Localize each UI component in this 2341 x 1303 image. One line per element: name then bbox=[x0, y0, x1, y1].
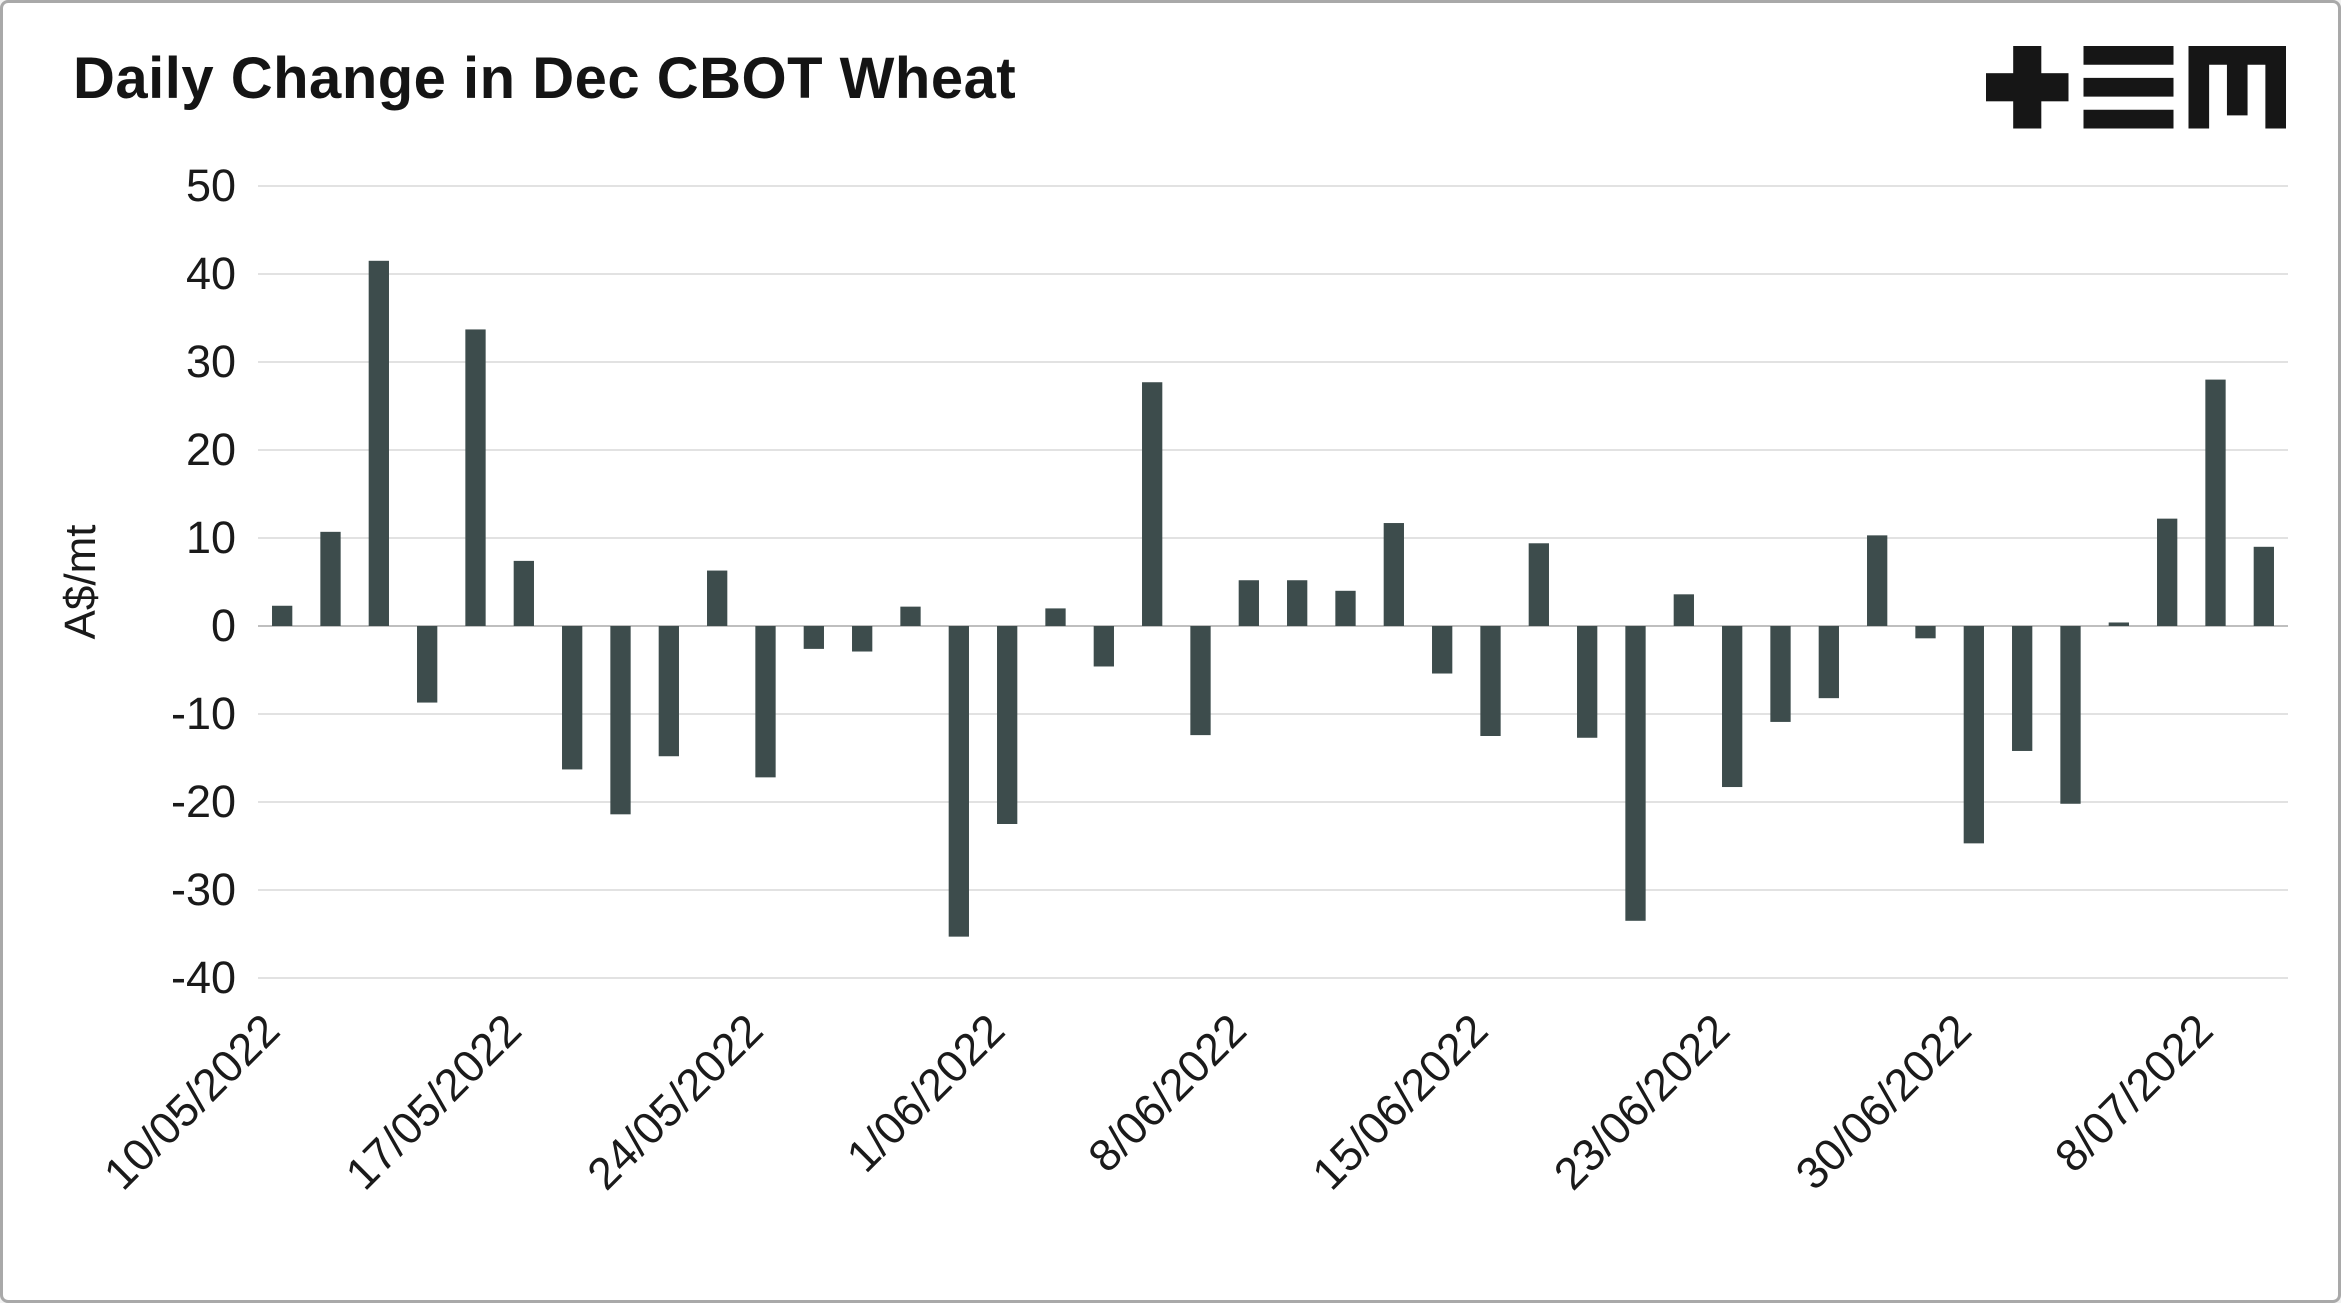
y-tick-label: -10 bbox=[171, 688, 236, 739]
bar bbox=[1383, 523, 1404, 626]
bar bbox=[2253, 546, 2274, 626]
bar bbox=[997, 626, 1018, 824]
bar bbox=[610, 626, 631, 815]
bar bbox=[2060, 626, 2081, 804]
x-tick-label: 17/05/2022 bbox=[336, 1004, 531, 1199]
bar bbox=[1142, 382, 1163, 626]
bar bbox=[1963, 626, 1984, 844]
x-tick-label: 10/05/2022 bbox=[94, 1004, 289, 1199]
bar bbox=[417, 626, 438, 703]
x-tick-label: 8/06/2022 bbox=[1078, 1004, 1256, 1182]
bar bbox=[562, 626, 583, 770]
bar bbox=[465, 329, 486, 626]
bar bbox=[707, 570, 728, 626]
bar bbox=[2157, 518, 2178, 626]
y-tick-label: -20 bbox=[171, 776, 236, 827]
bar bbox=[1287, 580, 1308, 626]
bar bbox=[1818, 626, 1839, 699]
bar bbox=[1093, 626, 1114, 667]
bar bbox=[1722, 626, 1743, 788]
plus-icon bbox=[1986, 46, 2069, 129]
y-tick-label: 20 bbox=[186, 424, 236, 475]
bar bbox=[1045, 608, 1066, 626]
y-tick-label: 50 bbox=[186, 160, 236, 211]
bar bbox=[2012, 626, 2033, 751]
bar bbox=[948, 626, 969, 937]
bar bbox=[2108, 622, 2129, 626]
x-tick-label: 1/06/2022 bbox=[837, 1004, 1015, 1182]
bar bbox=[1528, 543, 1549, 626]
x-tick-label: 30/06/2022 bbox=[1786, 1004, 1981, 1199]
bar bbox=[368, 260, 389, 626]
bar-chart: 50 40 30 20 10 0 -10 -20 -30 -40 A$/mt 10/05/2022 17… bbox=[56, 160, 2288, 1199]
bar bbox=[320, 531, 341, 626]
bar bbox=[1867, 535, 1888, 626]
bar bbox=[1915, 626, 1936, 639]
bar bbox=[852, 626, 873, 652]
bar bbox=[658, 626, 679, 757]
bar bbox=[1190, 626, 1211, 736]
x-tick-label: 23/06/2022 bbox=[1544, 1004, 1739, 1199]
x-tick-label: 15/06/2022 bbox=[1302, 1004, 1497, 1199]
bar bbox=[513, 560, 534, 626]
bar bbox=[1238, 580, 1259, 626]
bar bbox=[755, 626, 776, 778]
triple-bar-icon bbox=[2083, 46, 2174, 129]
y-tick-label: -30 bbox=[171, 864, 236, 915]
bar bbox=[803, 626, 824, 649]
bar bbox=[1432, 626, 1453, 674]
bar bbox=[2205, 379, 2226, 626]
bar bbox=[1673, 594, 1694, 626]
chart-title: Daily Change in Dec CBOT Wheat bbox=[73, 46, 1017, 111]
y-tick-label: 30 bbox=[186, 336, 236, 387]
y-tick-label: 0 bbox=[211, 600, 236, 651]
bar bbox=[1577, 626, 1598, 738]
m-glyph-icon bbox=[2188, 46, 2286, 129]
y-tick-label: 40 bbox=[186, 248, 236, 299]
bar bbox=[1770, 626, 1791, 722]
y-tick-label: -40 bbox=[171, 952, 236, 1003]
bar bbox=[272, 605, 293, 626]
bar bbox=[1625, 626, 1646, 921]
y-axis-label: A$/mt bbox=[56, 525, 105, 640]
bar bbox=[1480, 626, 1501, 736]
x-tick-label: 8/07/2022 bbox=[2045, 1004, 2223, 1182]
bar bbox=[900, 606, 921, 626]
tem-logo bbox=[1986, 46, 2286, 129]
x-tick-label: 24/05/2022 bbox=[577, 1004, 772, 1199]
y-tick-label: 10 bbox=[186, 512, 236, 563]
bar bbox=[1335, 590, 1356, 626]
